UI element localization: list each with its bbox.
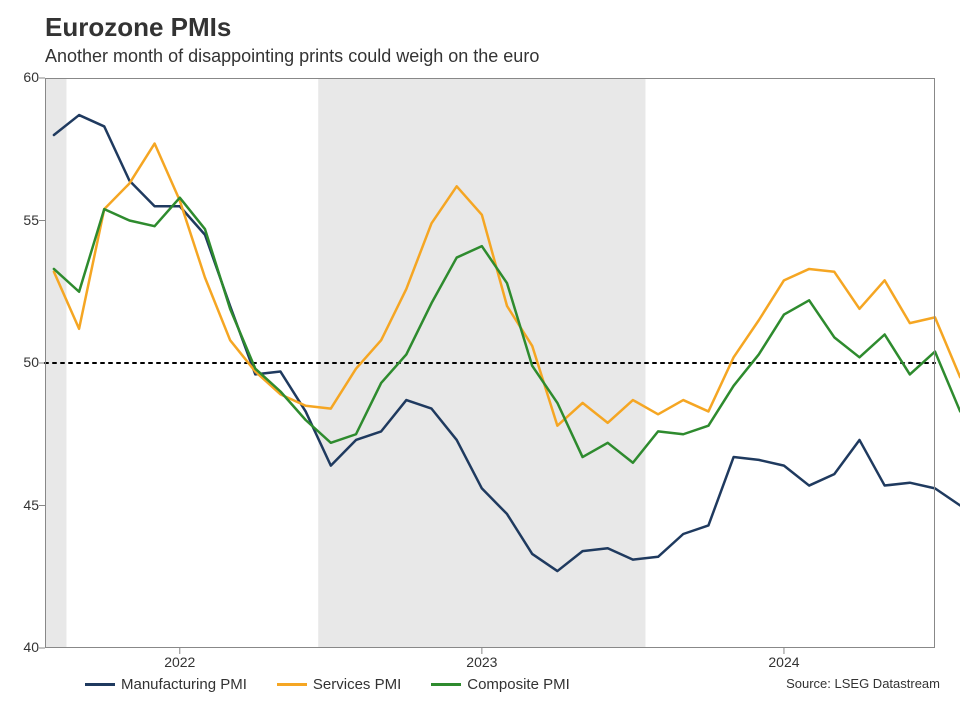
legend-item: Services PMI: [277, 676, 401, 693]
legend-label: Composite PMI: [467, 676, 570, 693]
chart-container: Eurozone PMIs Another month of disappoin…: [0, 0, 960, 720]
legend-item: Composite PMI: [431, 676, 570, 693]
legend-swatch: [431, 683, 461, 686]
y-tick-label: 60: [9, 69, 39, 85]
chart-subtitle: Another month of disappointing prints co…: [45, 46, 539, 67]
legend-swatch: [85, 683, 115, 686]
x-tick-label: 2022: [164, 654, 195, 670]
legend-swatch: [277, 683, 307, 686]
legend: Manufacturing PMI Services PMI Composite P…: [85, 676, 570, 693]
legend-label: Manufacturing PMI: [121, 676, 247, 693]
chart-title: Eurozone PMIs: [45, 12, 231, 43]
legend-item: Manufacturing PMI: [85, 676, 247, 693]
source-label: Source: LSEG Datastream: [786, 676, 940, 691]
chart-plot: [45, 78, 935, 648]
legend-label: Services PMI: [313, 676, 401, 693]
x-tick-label: 2024: [768, 654, 799, 670]
y-tick-label: 45: [9, 497, 39, 513]
x-tick-label: 2023: [466, 654, 497, 670]
y-tick-label: 55: [9, 212, 39, 228]
y-tick-label: 40: [9, 639, 39, 655]
y-tick-label: 50: [9, 354, 39, 370]
